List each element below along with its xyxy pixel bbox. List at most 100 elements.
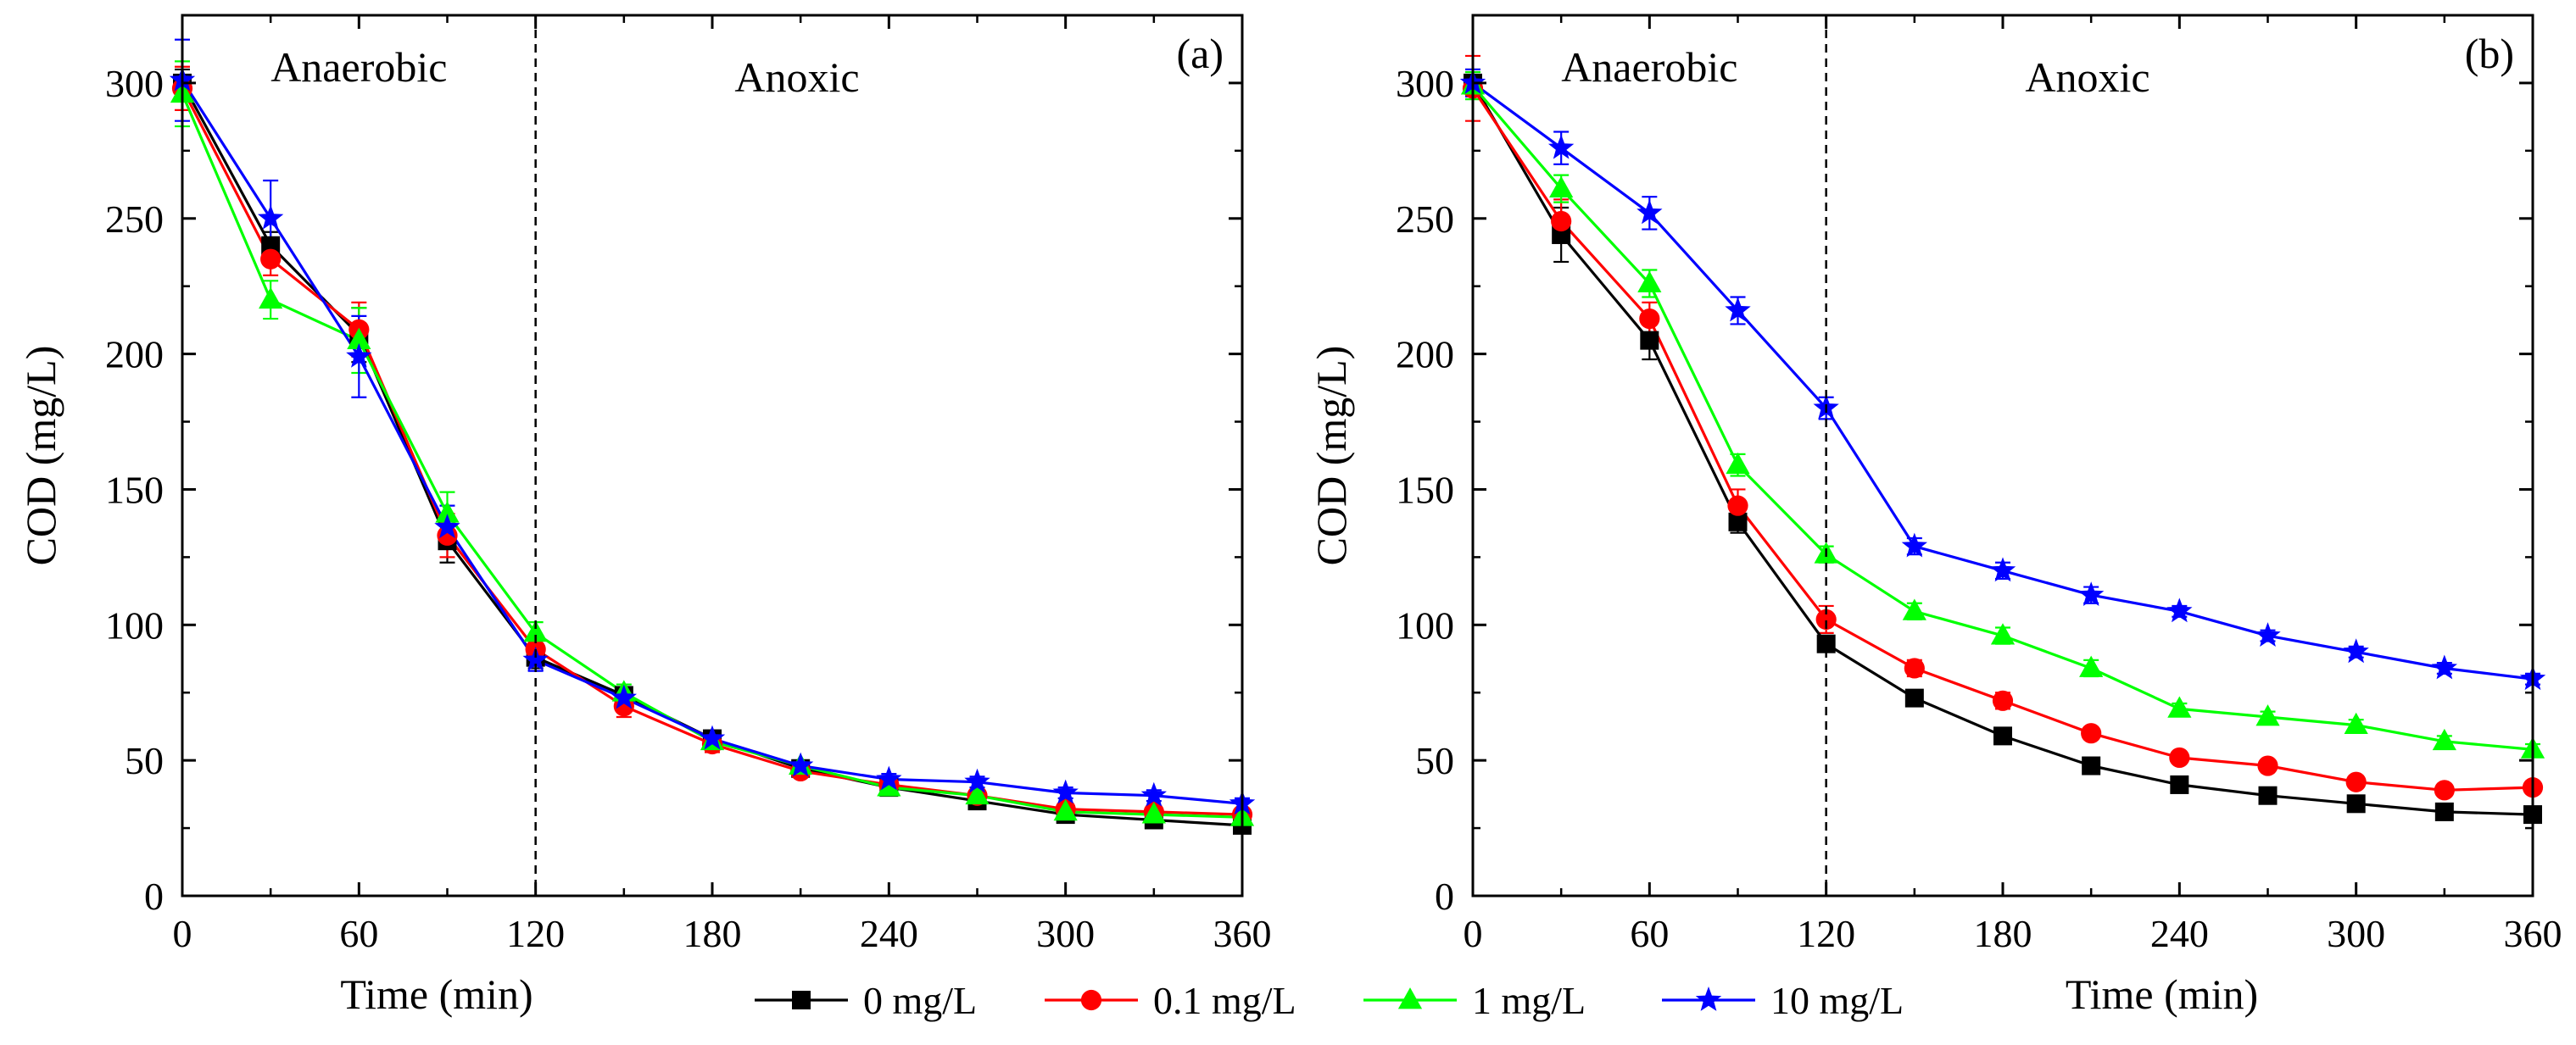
panel-a-plot-frame [181,14,1244,898]
y-tick-label: 200 [1396,333,1454,376]
y-tick-label: 300 [105,62,164,105]
legend-label: 0.1 mg/L [1153,979,1296,1022]
data-point-circle [1639,308,1660,330]
panel-a-label: (a) [1177,30,1224,77]
data-point-triangle [523,620,548,642]
data-point-square [1816,634,1836,653]
panel-b-x-axis-title: Time (min) [2066,970,2258,1018]
data-point-star [876,765,902,791]
data-point-triangle [1726,452,1750,475]
data-point-triangle [965,782,990,805]
data-point-star [1140,781,1167,807]
data-point-triangle [2167,696,2192,718]
x-tick-label: 180 [683,912,742,955]
data-point-circle [1551,210,1572,232]
panel-a-x-axis-title: Time (min) [340,970,532,1018]
x-tick-label: 120 [506,912,565,955]
data-point-circle [2081,723,2102,744]
panel-a-ticks: 0 60 120 180 240 300 360 0 50 100 150 200 250 300 [105,14,1272,955]
data-point-triangle [435,501,460,523]
legend-label: 0 mg/L [863,979,977,1022]
data-point-star [1636,199,1663,225]
data-point-circle [2345,771,2367,792]
data-point-star [1989,557,2016,582]
y-tick-label: 100 [105,603,164,647]
x-tick-label: 0 [1464,912,1483,955]
y-tick-label: 50 [1415,739,1454,782]
panel-b-ticks: 0 60 120 180 240 300 360 0 50 100 150 200 250 300 [1396,14,2562,955]
data-point-square [1993,726,2012,746]
panel-a-y-axis-title: COD (mg/L) [17,346,64,566]
data-point-triangle [1141,802,1166,824]
x-tick-label: 300 [2327,912,2385,955]
data-point-square [2082,756,2101,775]
data-point-star [2255,622,2281,647]
data-point-star [434,514,460,539]
data-point-star [964,768,990,793]
panel-b-phase-label-anoxic: Anoxic [2025,53,2149,101]
legend-marker-circle [1080,989,1102,1011]
data-point-star [1548,134,1575,159]
data-point-star [2431,654,2457,680]
x-tick-label: 300 [1036,912,1095,955]
data-point-star [346,342,372,368]
legend: 0 mg/L 0.1 mg/L 1 mg/L 10 mg/L [755,979,1904,1022]
data-point-square [1728,512,1748,531]
panel-a: 0 60 120 180 240 300 360 0 50 100 150 200 250 300 Ana… [17,14,1272,1018]
data-point-star [2078,581,2105,606]
x-tick-label: 180 [1974,912,2032,955]
y-tick-label: 150 [1396,468,1454,511]
legend-item: 10 mg/L [1662,979,1904,1022]
y-tick-label: 150 [105,468,164,511]
y-tick-label: 100 [1396,603,1454,647]
data-point-square [2258,786,2278,805]
legend-item: 1 mg/L [1363,979,1586,1022]
data-point-star [699,725,726,750]
data-point-triangle [259,286,283,309]
data-point-square [2346,794,2366,814]
x-tick-label: 240 [860,912,918,955]
y-tick-label: 50 [125,739,164,782]
data-point-circle [1992,690,2014,711]
data-point-circle [2434,780,2455,801]
legend-item: 0.1 mg/L [1045,979,1296,1022]
data-point-triangle [1902,598,1926,620]
data-point-triangle [1990,623,2016,645]
data-point-circle [1904,658,1925,679]
data-point-star [1052,779,1079,804]
data-point-star [2343,638,2369,664]
legend-label: 10 mg/L [1770,979,1904,1022]
data-point-triangle [1549,175,1574,197]
panel-b-markers [1459,69,2546,825]
data-point-triangle [1637,270,1662,292]
legend-marker-star [1695,987,1722,1011]
y-tick-label: 200 [105,333,164,376]
data-point-square [2434,802,2454,821]
panel-b-label: (b) [2465,30,2514,77]
y-tick-label: 250 [1396,197,1454,241]
data-point-circle [1727,495,1748,516]
data-point-triangle [2432,728,2456,751]
x-tick-label: 120 [1797,912,1855,955]
panel-a-phase-label-anaerobic: Anaerobic [270,43,447,91]
x-tick-label: 0 [173,912,192,955]
data-point-star [1725,297,1751,322]
legend-marker-square [792,991,811,1009]
data-point-circle [2257,755,2278,776]
data-point-triangle [347,327,371,350]
panel-b-phase-label-anaerobic: Anaerobic [1561,43,1737,91]
data-point-star [522,646,549,671]
panel-a-phase-label-anoxic: Anoxic [734,53,859,101]
data-point-triangle [2255,704,2280,726]
data-point-star [1901,532,1927,558]
x-tick-label: 360 [1213,912,1272,955]
data-point-circle [1815,609,1837,631]
panel-b-y-axis-title: COD (mg/L) [1308,346,1355,566]
x-tick-label: 60 [1630,912,1669,955]
legend-label: 1 mg/L [1472,979,1586,1022]
data-point-triangle [2079,655,2104,677]
data-point-square [1640,331,1659,350]
data-point-triangle [877,775,901,797]
y-tick-label: 300 [1396,62,1454,105]
y-tick-label: 0 [1435,875,1454,918]
